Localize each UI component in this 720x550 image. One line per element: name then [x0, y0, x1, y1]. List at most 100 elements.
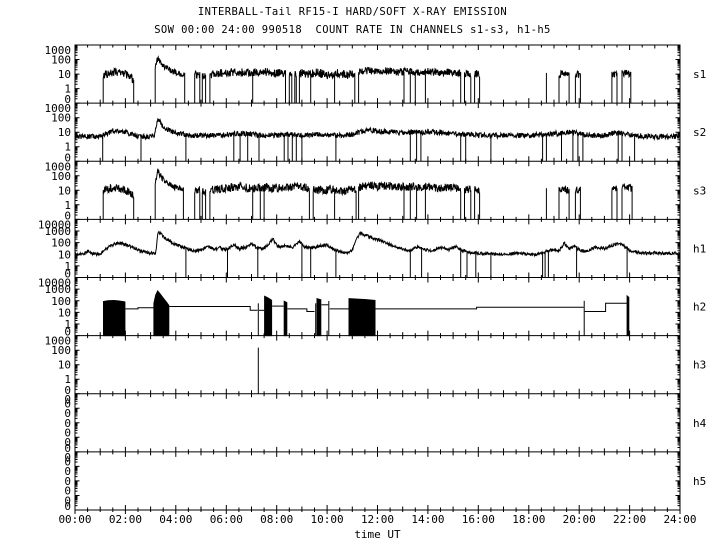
- x-tick-label: 18:00: [512, 513, 545, 526]
- series-trace-s1: [154, 55, 186, 104]
- series-trace-s1: [611, 69, 618, 104]
- x-tick-label: 24:00: [663, 513, 696, 526]
- series-trace-s3: [358, 181, 462, 220]
- y-tick-label: 0: [64, 93, 71, 106]
- channel-label-s2: s2: [693, 126, 706, 139]
- series-trace-s1: [194, 69, 201, 104]
- x-tick-label: 02:00: [109, 513, 142, 526]
- series-trace-s1: [358, 66, 462, 104]
- x-tick-label: 10:00: [311, 513, 344, 526]
- series-trace-s1: [558, 69, 570, 104]
- series-burst-h2: [264, 295, 273, 337]
- series-trace-s3: [201, 188, 207, 220]
- series-line-h2: [584, 302, 627, 312]
- series-trace-s1: [621, 69, 632, 104]
- channel-label-h1: h1: [693, 242, 706, 255]
- y-tick-label: 10: [58, 68, 71, 81]
- series-line-h2: [169, 306, 258, 311]
- series-trace-s3: [464, 185, 472, 220]
- y-tick-label: 100: [51, 237, 71, 250]
- series-trace-s1: [298, 68, 356, 104]
- y-tick-label: 1000: [45, 102, 72, 115]
- x-tick-label: 20:00: [563, 513, 596, 526]
- series-trace-s3: [621, 183, 633, 220]
- series-trace-s3: [558, 185, 570, 220]
- x-tick-label: 00:00: [58, 513, 91, 526]
- series-burst-h2: [316, 298, 322, 337]
- y-tick-label: 0: [64, 485, 71, 498]
- series-trace-s1: [209, 67, 286, 104]
- series-trace-s1: [574, 69, 581, 104]
- series-line-h2: [125, 307, 154, 310]
- y-tick-label: 100: [51, 295, 71, 308]
- y-tick-label: 1000: [45, 160, 72, 173]
- series-trace-s2: [74, 117, 681, 142]
- series-trace-s1: [102, 67, 135, 104]
- series-trace-s1: [201, 73, 207, 104]
- y-tick-label: 1: [64, 260, 71, 273]
- y-axis-ticks: [75, 44, 680, 511]
- series-trace-s3: [194, 185, 201, 220]
- y-tick-label: 0: [64, 500, 71, 513]
- series-trace-s3: [209, 181, 310, 220]
- y-tick-label: 0: [64, 442, 71, 455]
- y-tick-label: 0: [64, 393, 71, 406]
- y-tick-label: 1: [64, 373, 71, 386]
- y-tick-label: 0: [64, 326, 71, 339]
- y-tick-label: 0: [64, 456, 71, 469]
- series-trace-s1: [294, 70, 297, 104]
- y-tick-label: 0: [64, 465, 71, 478]
- series-line-h2: [287, 308, 315, 312]
- y-tick-label: 1000: [45, 44, 72, 57]
- series-burst-h2: [153, 289, 170, 337]
- series-dropouts-s1: [310, 73, 336, 104]
- x-tick-label: 08:00: [260, 513, 293, 526]
- y-tick-label: 10: [58, 126, 71, 139]
- y-tick-label: 10000: [38, 218, 71, 231]
- y-tick-label: 1: [64, 83, 71, 96]
- series-trace-s3: [474, 186, 481, 220]
- series-trace-h1: [74, 230, 681, 258]
- y-tick-label: 100: [51, 112, 71, 125]
- y-tick-label: 1000: [45, 225, 72, 238]
- channel-label-s3: s3: [693, 184, 706, 197]
- series-trace-s3: [312, 184, 357, 220]
- series-trace-s3: [611, 185, 618, 220]
- channel-label-h4: h4: [693, 417, 707, 430]
- y-tick-label: 0: [64, 427, 71, 440]
- y-tick-label: 10000: [38, 277, 71, 290]
- channel-label-s1: s1: [693, 68, 706, 81]
- y-tick-label: 0: [64, 384, 71, 397]
- y-tick-label: 10: [58, 359, 71, 372]
- x-tick-label: 12:00: [361, 513, 394, 526]
- channel-label-h2: h2: [693, 301, 706, 314]
- series-trace-s1: [288, 71, 293, 104]
- series-dropouts-h1: [185, 244, 628, 278]
- y-tick-label: 1: [64, 199, 71, 212]
- y-tick-label: 10: [58, 306, 71, 319]
- figure-title: INTERBALL-Tail RF15-I HARD/SOFT X-RAY EM…: [197, 6, 508, 18]
- x-tick-label: 16:00: [462, 513, 495, 526]
- y-tick-label: 0: [64, 151, 71, 164]
- y-tick-label: 0: [64, 209, 71, 222]
- y-tick-label: 1000: [45, 335, 72, 348]
- channel-label-h5: h5: [693, 475, 706, 488]
- series-dropouts-s2: [102, 131, 636, 162]
- y-tick-label: 10: [58, 248, 71, 261]
- series-burst-h2: [626, 294, 630, 337]
- series-dropouts-s3: [403, 186, 426, 220]
- y-tick-label: 100: [51, 344, 71, 357]
- series-dropouts-s1: [403, 71, 426, 104]
- y-tick-label: 1000: [45, 283, 72, 296]
- x-axis-label: time UT: [354, 528, 401, 541]
- x-axis-ticks: [74, 45, 681, 514]
- y-tick-label: 100: [51, 54, 71, 67]
- x-tick-label: 04:00: [159, 513, 192, 526]
- x-tick-label: 22:00: [613, 513, 646, 526]
- y-tick-label: 0: [64, 451, 71, 464]
- figure-subtitle: SOW 00:00 24:00 990518 COUNT RATE IN CHA…: [154, 24, 551, 36]
- series-burst-h2: [348, 298, 376, 337]
- series-trace-s1: [474, 69, 481, 104]
- y-tick-label: 0: [64, 494, 71, 507]
